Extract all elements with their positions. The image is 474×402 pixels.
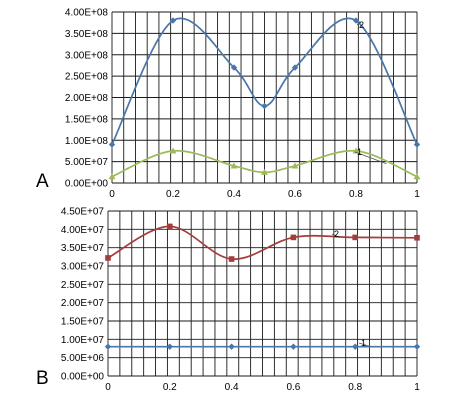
data-point (261, 102, 268, 110)
x-tick-label: 0.6 (288, 189, 302, 200)
series-leader (354, 151, 387, 165)
y-tick-label: 1.50E+08 (65, 114, 109, 125)
data-point (290, 234, 297, 241)
data-point (291, 64, 299, 71)
chart-panel-b: 0.00E+00 5.00E+06 1.00E+07 1.50E+07 2.00E+07… (36, 207, 420, 394)
series-1: 1 (104, 338, 421, 350)
data-point (290, 343, 297, 350)
data-point (166, 343, 173, 350)
x-tick-label: 1 (414, 189, 420, 200)
data-point (104, 343, 112, 350)
panel-label: B (36, 368, 49, 389)
x-tick-label: 0 (105, 382, 111, 393)
y-tick-label: 3.50E+07 (61, 243, 105, 254)
y-tick-label: 2.50E+07 (61, 280, 105, 291)
x-tick-label: 1 (414, 382, 420, 393)
y-tick-label: 4.00E+07 (61, 225, 105, 236)
y-tick-label: 1.00E+08 (65, 136, 109, 147)
data-point (413, 343, 421, 350)
series-tag: 1 (357, 147, 362, 157)
y-tick-label: 3.00E+08 (65, 50, 109, 61)
data-point (261, 168, 268, 175)
y-tick-label: 2.50E+08 (65, 72, 109, 83)
x-tick-label: 0.8 (349, 189, 363, 200)
x-tick-label: 0.2 (163, 382, 177, 393)
data-point (108, 141, 116, 148)
y-tick-label: 4.00E+08 (65, 8, 109, 19)
data-point (352, 147, 360, 154)
series-tag: 2 (359, 20, 364, 30)
series-1: 1 (108, 147, 421, 180)
y-tick-label: 1.50E+07 (61, 317, 105, 328)
panel-label: A (36, 171, 49, 192)
series-leader (356, 21, 361, 26)
data-point (413, 173, 421, 180)
x-tick-label: 0.2 (166, 189, 180, 200)
data-point (105, 255, 111, 261)
x-tick-label: 0 (109, 189, 115, 200)
series-leader (331, 233, 340, 238)
data-point (108, 173, 116, 180)
chart-panel-a: 0.00E+00 5.00E+07 1.00E+08 1.50E+08 2.00E+08… (36, 8, 421, 200)
series-tag: 1 (361, 338, 366, 348)
x-tick-label: 0.4 (227, 189, 241, 200)
data-point (228, 343, 235, 350)
y-tick-label: 3.50E+08 (65, 29, 109, 40)
gridlines (111, 11, 418, 184)
y-tick-label: 1.00E+07 (61, 335, 105, 346)
series-2: 2 (105, 223, 420, 262)
y-tick-label: 2.00E+07 (61, 298, 105, 309)
data-point (352, 343, 359, 350)
data-point (230, 162, 238, 169)
data-point (291, 162, 299, 169)
y-tick-label: 0.00E+00 (65, 179, 109, 190)
data-point (169, 147, 177, 154)
data-point (230, 64, 238, 71)
y-tick-label: 4.50E+07 (61, 207, 105, 218)
x-tick-label: 0.4 (225, 382, 239, 393)
y-tick-label: 3.00E+07 (61, 262, 105, 273)
series-2: 2 (108, 17, 421, 148)
data-point (352, 234, 358, 241)
y-tick-label: 0.00E+00 (61, 372, 105, 383)
data-point (167, 223, 173, 230)
data-point (413, 141, 421, 148)
y-tick-label: 2.00E+08 (65, 93, 109, 104)
y-tick-label: 5.00E+06 (61, 353, 105, 364)
x-tick-label: 0.6 (286, 382, 300, 393)
series-tag: 2 (334, 229, 339, 239)
data-point (228, 256, 235, 262)
x-tick-label: 0.8 (348, 382, 362, 393)
data-point (352, 17, 360, 24)
gridlines (107, 210, 418, 377)
data-point (169, 17, 177, 24)
series-leader (358, 342, 371, 348)
data-point (414, 234, 420, 241)
y-tick-label: 5.00E+07 (65, 157, 109, 168)
